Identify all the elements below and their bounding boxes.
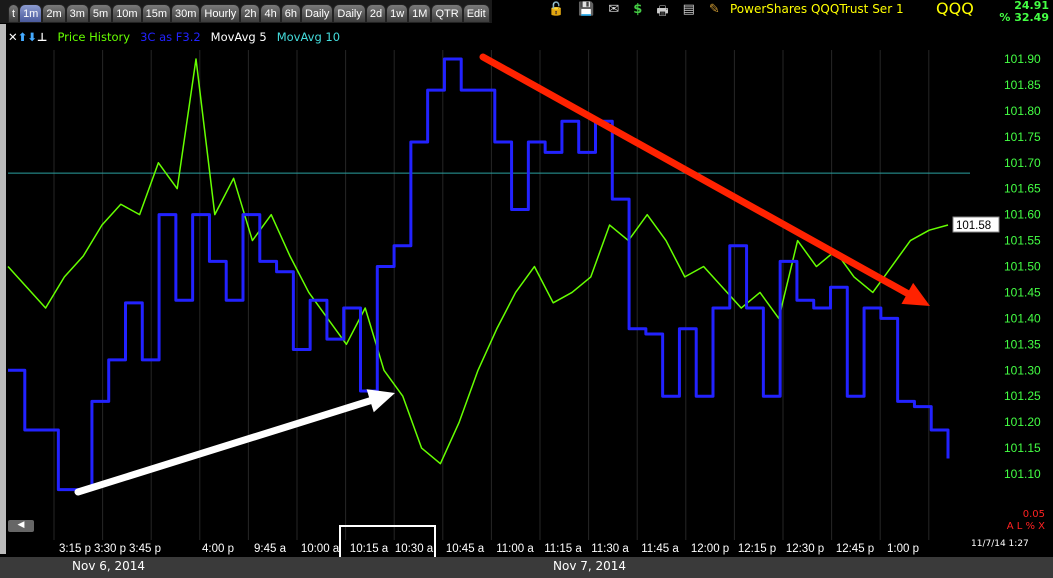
tab-edit[interactable]: Edit	[462, 4, 490, 23]
y-tick-label: 101.65	[1004, 182, 1041, 196]
y-tick-label: 101.90	[1004, 52, 1041, 66]
y-tick-label: 101.15	[1004, 441, 1041, 455]
scroll-left-button[interactable]: ◀	[8, 520, 34, 532]
toolbar: 🔓 💾 ✉ $ 🖶 ▤ ✎	[548, 2, 720, 24]
x-tick-label: 12:30 p	[786, 543, 824, 555]
y-tick-label: 101.80	[1004, 104, 1041, 118]
white-arrow-annotation	[74, 389, 395, 496]
tab-1m[interactable]: 1M	[408, 4, 432, 23]
date-label: Nov 7, 2014	[553, 559, 627, 573]
tab-15m[interactable]: 15m	[141, 4, 171, 23]
x-tick-label: 3:15 p	[59, 543, 91, 555]
save-icon[interactable]: 💾	[578, 2, 595, 17]
tab-hourly[interactable]: Hourly	[200, 4, 241, 23]
x-tick-label: 9:45 a	[254, 543, 287, 555]
tab-1w[interactable]: 1w	[386, 4, 409, 23]
x-tick-label: 11:45 a	[641, 543, 679, 555]
tab-2m[interactable]: 2m	[42, 4, 66, 23]
y-tick-label: 101.20	[1004, 415, 1041, 429]
tab-4h[interactable]: 4h	[260, 4, 281, 23]
legend-item[interactable]: MovAvg 5	[210, 30, 267, 44]
symbol: QQQ	[936, 0, 974, 18]
timeframe-tabs: t 1m 2m 3m 5m 10m 15m 30m Hourly 2h 4h 6h Daily Daily…	[0, 0, 492, 23]
legend-item[interactable]: Price History	[57, 30, 131, 44]
x-tick-label: 10:15 a	[350, 543, 389, 555]
tab-qtr[interactable]: QTR	[431, 4, 463, 23]
y-tick-label: 101.85	[1004, 78, 1041, 92]
tab-10m[interactable]: 10m	[112, 4, 142, 23]
y-tick-label: 101.70	[1004, 156, 1041, 170]
price-line	[7, 58, 949, 465]
x-tick-label: 1:00 p	[887, 543, 919, 555]
security-title: PowerShares QQQTrust Ser 1	[730, 2, 904, 16]
x-tick-label: 11:30 a	[591, 543, 629, 555]
x-tick-label: 12:45 p	[836, 543, 874, 555]
date-bar: Nov 6, 2014 Nov 7, 2014	[0, 557, 1053, 578]
legend: ✕⬆⬇⊥ Price History 3C as F3.2 MovAvg 5 MovA…	[8, 30, 340, 44]
tab-daily[interactable]: Daily	[300, 4, 334, 23]
scale-controls: 0.05 A L % X	[1007, 509, 1045, 533]
y-tick-label: 101.55	[1004, 234, 1041, 248]
x-tick-label: 3:45 p	[129, 543, 161, 555]
x-tick-label: 10:00 a	[301, 543, 340, 555]
tab-t[interactable]: t	[8, 4, 20, 23]
print-icon[interactable]: 🖶	[656, 4, 669, 19]
scale-value: 0.05	[1022, 509, 1045, 520]
x-tick-label: 11:00 a	[496, 543, 534, 555]
window-icon[interactable]: ▤	[682, 2, 695, 17]
tab-3m[interactable]: 3m	[65, 4, 89, 23]
y-tick-label: 101.75	[1004, 130, 1041, 144]
y-tick-label: 101.50	[1004, 260, 1041, 274]
tab-2d[interactable]: 2d	[365, 4, 387, 23]
change-percent: % 32.49	[999, 11, 1049, 24]
date-label: Nov 6, 2014	[72, 559, 146, 573]
dollar-icon[interactable]: $	[633, 2, 643, 17]
y-tick-label: 101.10	[1004, 467, 1041, 481]
unlock-icon[interactable]: 🔓	[548, 2, 565, 17]
timestamp: 11/7/14 1:27	[971, 539, 1029, 549]
x-tick-label: 4:00 p	[202, 543, 234, 555]
tab-1m[interactable]: 1m	[19, 4, 43, 23]
x-tick-label: 10:30 a	[395, 543, 434, 555]
tab-30m[interactable]: 30m	[171, 4, 201, 23]
y-tick-label: 101.45	[1004, 285, 1041, 299]
red-arrow-annotation	[479, 53, 930, 306]
scale-buttons[interactable]: A L % X	[1006, 521, 1045, 532]
x-tick-label: 10:45 a	[446, 543, 485, 555]
x-tick-label: 12:15 p	[738, 543, 776, 555]
legend-item[interactable]: MovAvg 10	[276, 30, 341, 44]
change-value: 24.91	[1014, 0, 1049, 12]
current-price-marker: 101.58	[952, 216, 1000, 233]
y-tick-label: 101.25	[1004, 389, 1041, 403]
tab-2h[interactable]: 2h	[240, 4, 261, 23]
x-tick-label: 11:15 a	[544, 543, 582, 555]
x-tick-label: 12:00 p	[691, 543, 729, 555]
left-scrollbar[interactable]	[0, 24, 6, 554]
tab-daily[interactable]: Daily	[333, 4, 366, 23]
y-tick-label: 101.60	[1004, 208, 1041, 222]
tab-6h[interactable]: 6h	[280, 4, 301, 23]
legend-item[interactable]: 3C as F3.2	[140, 30, 201, 44]
mail-icon[interactable]: ✉	[608, 2, 620, 17]
y-tick-label: 101.40	[1004, 311, 1041, 325]
tab-5m[interactable]: 5m	[88, 4, 113, 23]
3c-line	[8, 57, 950, 492]
close-icon[interactable]: ✕⬆⬇⊥	[8, 30, 48, 44]
current-price: 101.58	[956, 220, 991, 232]
y-tick-label: 101.30	[1004, 363, 1041, 377]
x-tick-label: 3:30 p	[94, 543, 126, 555]
y-tick-label: 101.35	[1004, 337, 1041, 351]
pencil-icon[interactable]: ✎	[708, 2, 720, 17]
